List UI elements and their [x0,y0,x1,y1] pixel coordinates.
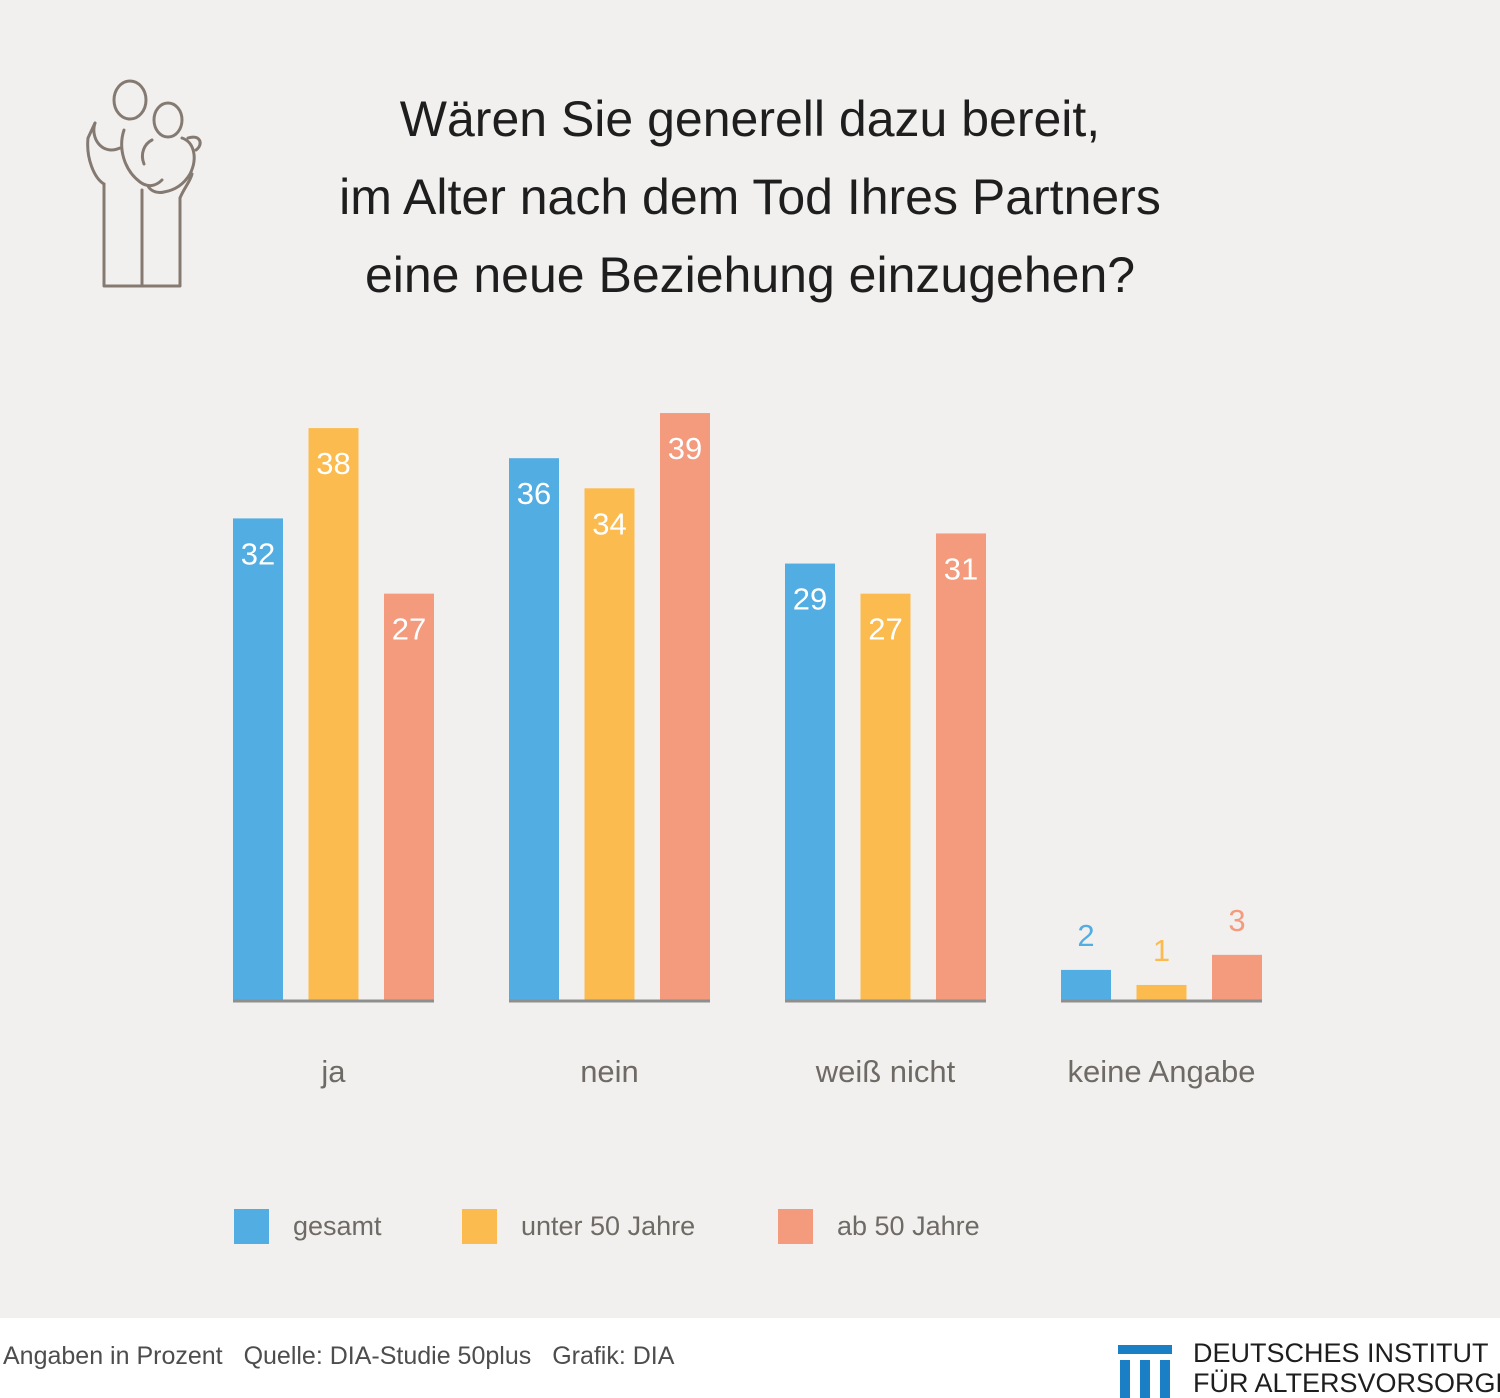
data-label-keine-angabe-unter-50: 1 [1153,933,1170,968]
chart-legend: gesamt unter 50 Jahre ab 50 Jahre [0,1208,1500,1248]
title-line-1: Wären Sie generell dazu bereit, [399,91,1101,147]
bar-nein-unter-50 [584,488,635,1000]
legend-swatch-gesamt [234,1208,269,1244]
legend-item-ab-50: ab 50 Jahre [778,1208,980,1244]
legend-item-gesamt: gesamt [234,1208,382,1244]
data-label-weiss-nicht-gesamt: 29 [793,582,827,617]
bar-chart: 32 38 27 ja 36 34 39 nein 29 27 31 weiß nicht 2 1 3 kei… [233,413,1262,1089]
data-label-keine-angabe-gesamt: 2 [1077,918,1094,953]
source-note: Quelle: DIA-Studie 50plus [243,1342,532,1370]
bar-ja-ab-50 [384,593,434,1000]
category-label-nein: nein [580,1054,639,1089]
bar-weiss-nicht-unter-50 [860,593,911,1000]
bar-nein-ab-50 [660,413,710,1000]
bar-weiss-nicht-ab-50 [936,533,986,1000]
publisher-line-1: DEUTSCHES INSTITUT [1193,1338,1489,1368]
category-label-keine-angabe: keine Angabe [1068,1054,1256,1089]
data-label-keine-angabe-ab-50: 3 [1228,903,1245,938]
data-label-weiss-nicht-unter-50: 27 [868,612,902,647]
publisher-name: DEUTSCHES INSTITUT FÜR ALTERSVORSORGE [1193,1338,1500,1398]
bar-ja-gesamt [233,518,283,1000]
dia-columns-logo-icon [1118,1345,1172,1398]
legend-label-unter-50: unter 50 Jahre [521,1210,696,1241]
bar-ja-unter-50 [308,428,359,1001]
data-label-ja-unter-50: 38 [316,446,350,481]
couple-embrace-icon [86,79,202,288]
category-label-ja: ja [320,1054,346,1089]
footer: Angaben in Prozent Quelle: DIA-Studie 50… [0,1318,1500,1398]
data-label-ja-ab-50: 27 [392,612,426,647]
graphic-credit: Grafik: DIA [552,1342,675,1370]
title-line-3: eine neue Beziehung einzugehen? [364,247,1136,303]
data-label-nein-unter-50: 34 [592,506,626,541]
legend-swatch-ab-50 [778,1208,813,1244]
data-label-ja-gesamt: 32 [241,536,275,571]
footer-note: Angaben in Prozent Quelle: DIA-Studie 50… [3,1342,688,1371]
legend-swatch-unter-50 [462,1208,497,1244]
bar-weiss-nicht-gesamt [785,563,835,1000]
legend-label-gesamt: gesamt [293,1210,382,1241]
legend-item-unter-50: unter 50 Jahre [462,1208,695,1244]
title-line-2: im Alter nach dem Tod Ihres Partners [339,169,1161,225]
unit-note: Angaben in Prozent [3,1342,223,1370]
bar-keine-angabe-unter-50 [1136,984,1187,1000]
data-label-nein-gesamt: 36 [517,476,551,511]
publisher-line-2: FÜR ALTERSVORSORGE [1193,1368,1500,1398]
data-label-nein-ab-50: 39 [668,431,702,466]
data-label-weiss-nicht-ab-50: 31 [944,551,978,586]
bar-keine-angabe-ab-50 [1212,954,1262,1000]
chart-title: Wären Sie generell dazu bereit, im Alter… [250,80,1250,314]
bar-nein-gesamt [509,458,559,1000]
bar-keine-angabe-gesamt [1061,969,1111,1000]
legend-label-ab-50: ab 50 Jahre [837,1210,980,1241]
category-label-weiss-nicht: weiß nicht [815,1054,956,1089]
